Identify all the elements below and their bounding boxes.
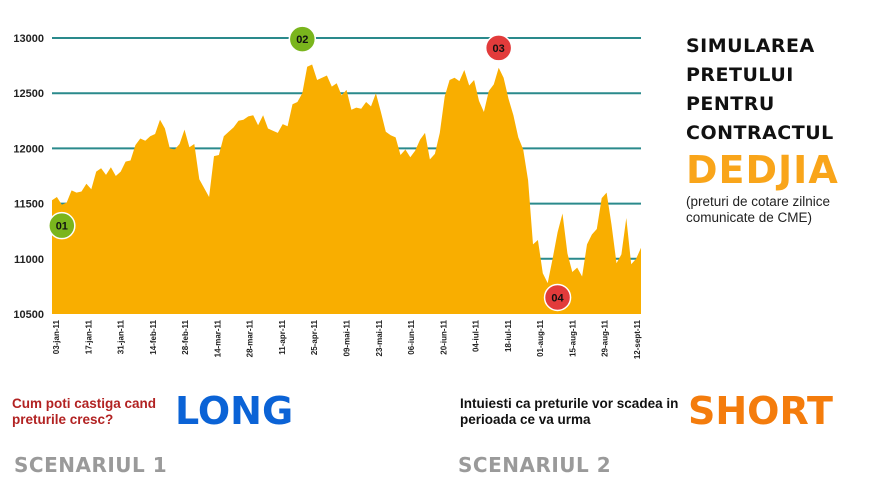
scenario2-label: SCENARIUL 2	[458, 453, 612, 477]
y-axis-labels: 10500 11000 11500 12000 12500 13000	[13, 33, 44, 321]
marker-circle	[484, 34, 513, 62]
y-tick-label: 13000	[13, 33, 44, 45]
x-tick-label: 14-mar-11	[213, 319, 222, 357]
marker-label: 04	[551, 292, 564, 304]
scenario1-question: Cum poti castiga cand preturile cresc?	[12, 396, 157, 427]
x-tick-label: 04-iul-11	[472, 319, 481, 352]
x-tick-label: 01-aug-11	[536, 319, 545, 356]
marker-label: 01	[56, 221, 68, 233]
title-note: (preturi de cotare zilnice comunicate de…	[686, 194, 831, 225]
y-tick-label: 11000	[14, 254, 44, 266]
x-tick-label: 18-iul-11	[504, 319, 513, 352]
x-tick-label: 06-iun-11	[407, 319, 416, 354]
title-line: SIMULAREA	[686, 35, 815, 57]
x-axis-labels: 03-jan-11 17-jan-11 31-jan-11 14-feb-11 28-f…	[52, 319, 642, 359]
x-tick-label: 20-iun-11	[439, 319, 448, 354]
scenario1-label: SCENARIUL 1	[14, 453, 168, 477]
title-line: CONTRACTUL	[686, 122, 834, 144]
marker-04: 04	[543, 283, 572, 312]
x-tick-label: 29-aug-11	[601, 319, 610, 356]
x-tick-label: 31-jan-11	[117, 319, 126, 354]
marker-circle	[48, 211, 76, 240]
long-keyword: LONG	[175, 389, 294, 433]
x-tick-label: 12-sept-11	[633, 319, 642, 359]
contract-name: DEDJIA	[686, 148, 839, 192]
x-tick-label: 03-jan-11	[52, 319, 61, 354]
marker-label: 03	[493, 43, 505, 55]
y-tick-label: 11500	[14, 199, 44, 211]
marker-label: 02	[296, 34, 308, 46]
x-tick-label: 25-apr-11	[310, 319, 319, 355]
title-line: PENTRU	[686, 93, 775, 115]
x-tick-label: 11-apr-11	[278, 319, 287, 354]
x-tick-label: 28-mar-11	[246, 319, 255, 357]
x-tick-label: 15-aug-11	[568, 319, 577, 356]
title-block: SIMULAREA PRETULUI PENTRU CONTRACTUL DED…	[686, 32, 866, 226]
chart-markers: 01 02 03 04	[48, 25, 572, 312]
marker-02: 02	[288, 25, 317, 53]
marker-circle	[543, 283, 572, 312]
short-keyword: SHORT	[688, 389, 833, 433]
x-tick-label: 14-feb-11	[149, 319, 158, 354]
y-tick-label: 12500	[13, 88, 44, 100]
x-tick-label: 28-feb-11	[181, 319, 190, 354]
y-tick-label: 12000	[13, 143, 44, 155]
marker-01: 01	[48, 211, 76, 240]
x-tick-label: 09-mai-11	[343, 319, 352, 356]
x-tick-label: 17-jan-11	[84, 319, 93, 354]
price-area	[52, 64, 641, 314]
y-tick-label: 10500	[13, 309, 44, 321]
scenario2-question: Intuiesti ca preturile vor scadea in per…	[460, 396, 679, 427]
marker-03: 03	[484, 34, 513, 62]
marker-circle	[288, 25, 317, 53]
x-tick-label: 23-mai-11	[375, 319, 384, 356]
title-line: PRETULUI	[686, 64, 794, 86]
